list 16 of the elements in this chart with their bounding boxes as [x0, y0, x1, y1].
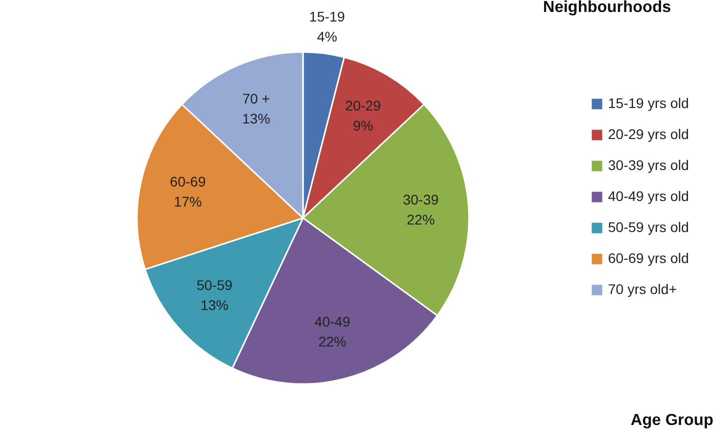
legend-label: 50-59 yrs old [608, 219, 689, 235]
text: Age Group [630, 412, 714, 429]
data-label: 60-69 17% [170, 173, 206, 210]
legend-label: 20-29 yrs old [608, 126, 689, 142]
data-label: 40-49 22% [314, 313, 350, 350]
data-label: 15-19 4% [309, 8, 346, 45]
text: Neighbourhoods [543, 0, 672, 16]
data-label: 30-39 22% [402, 192, 439, 228]
legend-label: 70 yrs old+ [608, 281, 677, 297]
legend-label: 15-19 yrs old [608, 95, 689, 111]
legend-label: 60-69 yrs old [608, 250, 689, 266]
data-label: 20-29 9% [345, 97, 382, 134]
data-label: 70 + 13% [242, 90, 270, 127]
data-label: 50-59 13% [196, 277, 233, 314]
legend-label: 30-39 yrs old [608, 157, 689, 173]
legend-label: 40-49 yrs old [608, 188, 689, 204]
